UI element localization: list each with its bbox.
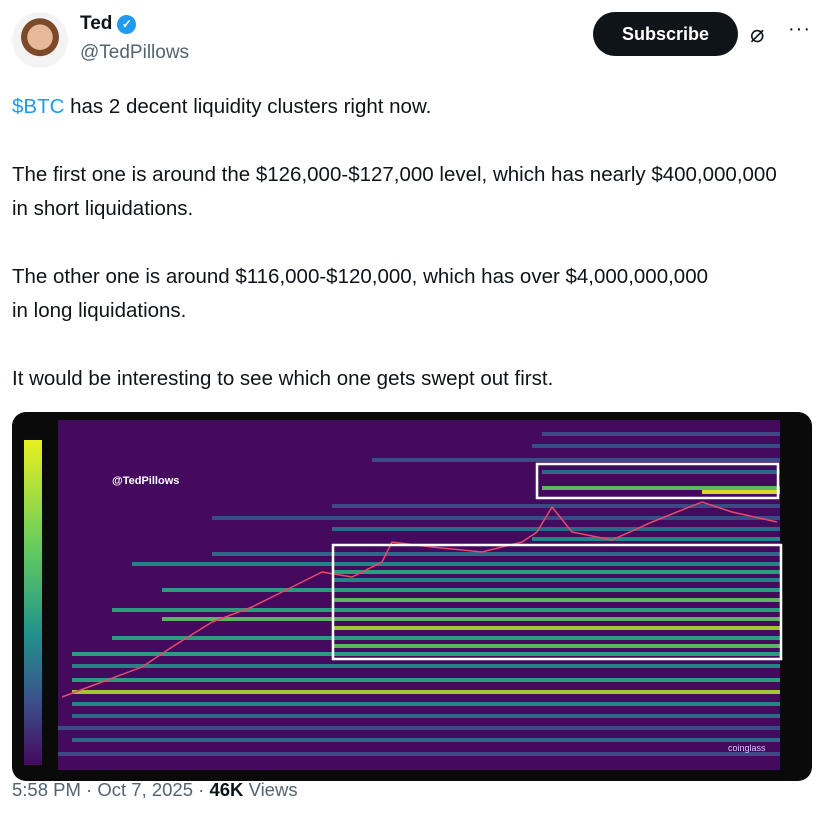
short-cluster-box xyxy=(535,462,780,500)
heatmap-band xyxy=(72,664,780,668)
heatmap-band xyxy=(212,516,780,520)
heatmap-band xyxy=(332,570,780,574)
heatmap-band xyxy=(58,726,780,730)
subscribe-button[interactable]: Subscribe xyxy=(593,12,738,56)
heatmap-band xyxy=(332,598,780,602)
heatmap-band xyxy=(532,444,780,448)
liquidation-heatmap-image[interactable]: @TedPillows coinglass xyxy=(12,412,812,781)
heatmap-band xyxy=(372,458,780,462)
more-icon[interactable]: ··· xyxy=(788,18,811,40)
plot-background xyxy=(58,420,780,770)
tweet-paragraph-2: The first one is around the $126,000-$12… xyxy=(12,163,777,220)
heatmap-band xyxy=(162,588,780,592)
author-handle[interactable]: @TedPillows xyxy=(80,42,190,63)
heatmap-band xyxy=(702,490,780,494)
heatmap-band xyxy=(332,527,780,531)
grok-icon[interactable]: ⌀ xyxy=(750,21,765,48)
coinglass-logo: coinglass xyxy=(728,743,766,753)
heatmap-band xyxy=(332,644,780,648)
views-count: 46K xyxy=(209,779,244,800)
heatmap-band xyxy=(532,537,780,541)
heatmap-band xyxy=(72,678,780,682)
heatmap-band xyxy=(72,738,780,742)
heatmap-band xyxy=(132,562,780,566)
heatmap-band xyxy=(542,486,780,490)
author-name-row[interactable]: Ted ✓ xyxy=(80,13,137,35)
heatmap-band xyxy=(542,432,780,436)
views-label: Views xyxy=(248,779,298,800)
heatmap-graphic: @TedPillows coinglass xyxy=(24,420,783,770)
tweet-text: $BTC has 2 decent liquidity clusters rig… xyxy=(12,90,812,430)
heatmap-band xyxy=(112,636,780,640)
heatmap-band xyxy=(332,626,780,630)
cashtag-link[interactable]: $BTC xyxy=(12,95,65,118)
tweet-time[interactable]: 5:58 PM xyxy=(12,779,81,800)
heatmap-band xyxy=(212,552,780,556)
tweet-paragraph-4: It would be interesting to see which one… xyxy=(12,367,554,390)
verified-badge-icon: ✓ xyxy=(117,14,137,34)
avatar[interactable] xyxy=(12,12,68,68)
heatmap-band xyxy=(72,690,780,694)
heatmap-band xyxy=(332,504,780,508)
colorbar xyxy=(24,440,42,765)
tweet-footer: 5:58 PM · Oct 7, 2025 · 46K Views xyxy=(12,779,298,800)
author-name[interactable]: Ted xyxy=(80,13,113,34)
tweet-line-1: has 2 decent liquidity clusters right no… xyxy=(64,95,432,118)
heatmap-band xyxy=(72,652,780,656)
heatmap-band xyxy=(542,470,780,474)
watermark-text: @TedPillows xyxy=(112,475,179,487)
long-cluster-box xyxy=(331,543,783,661)
heatmap-band xyxy=(72,702,780,706)
heatmap-band xyxy=(58,752,780,756)
tweet-date[interactable]: Oct 7, 2025 xyxy=(97,779,194,800)
heatmap-band xyxy=(162,617,780,621)
heatmap-band xyxy=(112,608,780,612)
heatmap-band xyxy=(332,578,780,582)
heatmap-band xyxy=(72,714,780,718)
tweet-paragraph-3: The other one is around $116,000-$120,00… xyxy=(12,265,708,322)
